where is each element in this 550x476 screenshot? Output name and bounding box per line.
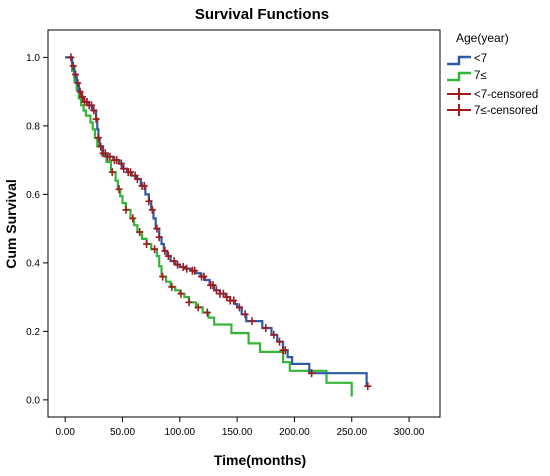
censor-mark [209,281,217,290]
censor-mark [97,142,105,151]
legend-item-lt7: <7 [447,53,487,66]
censor-mark [108,168,116,177]
censor-mark [364,382,372,391]
censor-mark [67,53,75,62]
y-axis-label: Cum Survival [3,179,19,268]
censor-mark [78,92,86,101]
y-axis: 0.0 0.2 0.4 0.6 0.8 1.0 [26,53,48,406]
legend-label-ge7-censored: 7≤-censored [474,105,538,117]
censor-mark [241,310,249,319]
legend-item-lt7-censored: <7-censored [447,88,538,101]
legend-swatch-lt7 [447,55,471,66]
censor-mark [74,79,82,88]
censor-mark [145,197,153,206]
censor-mark [155,233,163,242]
censor-mark [230,296,238,305]
y-tick-label: 0.8 [26,121,40,132]
censor-mark [113,156,121,165]
series-layer [65,56,368,397]
censor-mark [200,272,208,281]
censor-mark [106,152,114,161]
censor-mark [281,346,289,355]
censor-mark [276,337,284,346]
censor-mark [177,289,185,298]
plot-frame [47,29,441,418]
legend-title: Age(year) [456,31,509,45]
legend-swatch-ge7 [447,71,471,82]
censor-mark [76,87,84,96]
y-tick-label: 0.2 [26,327,40,338]
censor-mark [308,369,316,378]
censor-mark [122,205,130,214]
y-tick-label: 0.4 [26,258,40,269]
y-tick-label: 0.0 [26,395,40,406]
censor-mark [164,252,172,261]
legend-label-lt7: <7 [474,53,487,65]
censor-mark [153,224,161,233]
x-tick-label: 150.00 [222,427,253,438]
y-tick-label: 0.6 [26,190,40,201]
x-tick-label: 0.00 [55,427,75,438]
x-tick-label: 200.00 [279,427,310,438]
censor-mark [120,164,128,173]
censor-mark [143,240,151,249]
censor-mark [248,317,256,326]
censor-mark [168,282,176,291]
censor-mark [161,246,169,255]
x-tick-label: 250.00 [336,427,367,438]
censor-mark [235,303,243,312]
censor-mark [203,308,211,317]
censor-mark [183,264,191,273]
legend-label-lt7-censored: <7-censored [474,89,538,101]
x-tick-label: 100.00 [165,427,196,438]
censor-mark [194,303,202,312]
censor-mark [148,205,156,214]
x-axis-label: Time(months) [214,452,306,468]
censor-mark [270,330,278,339]
legend: Age(year) <7 7≤ <7-censored 7≤-censored [447,31,538,117]
survival-line-lt7 [65,56,368,387]
legend-label-ge7: 7≤ [474,70,487,82]
censor-mark [129,214,137,223]
censor-mark [127,168,135,177]
censor-mark [115,185,123,194]
legend-swatch-ge7-censored [447,104,471,116]
censor-mark [133,174,141,183]
censor-mark [117,159,125,168]
survival-line-ge7 [65,56,353,397]
x-tick-label: 300.00 [394,427,425,438]
x-tick-label: 50.00 [110,427,135,438]
censor-mark [179,262,187,271]
censor-marks [67,53,372,391]
censor-mark [88,101,96,110]
censor-mark [140,181,148,190]
censor-mark [185,298,193,307]
censor-mark [159,272,167,281]
censor-mark [94,133,102,142]
censor-mark [262,323,270,332]
chart-title: Survival Functions [195,6,329,23]
censor-mark [191,266,199,275]
legend-swatch-lt7-censored [447,88,471,100]
x-axis: 0.00 50.00 100.00 150.00 200.00 250.00 300.00 [55,417,425,438]
censor-mark [151,245,159,254]
censor-mark [92,115,100,124]
legend-item-ge7-censored: 7≤-censored [447,104,538,117]
censor-mark [69,61,77,70]
censor-mark [90,106,98,115]
censor-mark [72,70,80,79]
legend-item-ge7: 7≤ [447,70,487,82]
censor-mark [136,228,144,237]
y-tick-label: 1.0 [26,53,40,64]
censor-mark [174,260,182,269]
